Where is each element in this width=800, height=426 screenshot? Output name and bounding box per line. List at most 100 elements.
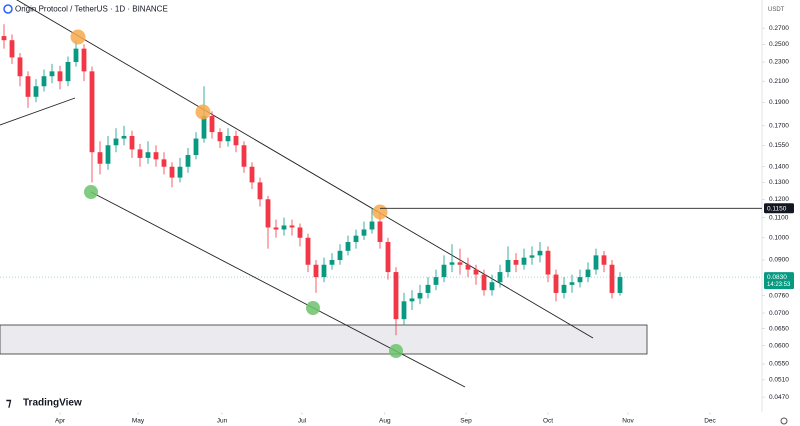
candle-body (289, 225, 295, 228)
resistance-touch (372, 204, 388, 220)
y-tick-label: 0.1700 (769, 122, 789, 129)
candle-body (129, 135, 135, 150)
settings-icon[interactable] (780, 417, 788, 425)
candle-body (257, 182, 263, 200)
upper-trend-line (16, 0, 594, 339)
x-tick-label: Jul (298, 418, 307, 425)
candle-body (609, 264, 615, 293)
candle-body (249, 166, 255, 183)
y-tick-label: 0.2300 (769, 59, 789, 66)
candle-body (553, 274, 559, 293)
candle-body (337, 250, 343, 261)
candle-body (489, 282, 495, 291)
candle-body (473, 269, 479, 275)
candle-body (161, 159, 167, 167)
candle-body (369, 221, 375, 230)
candle-body (233, 135, 239, 146)
candle-body (569, 282, 575, 285)
support-zone (0, 324, 648, 355)
candle-body (73, 48, 79, 62)
candle-body (529, 255, 535, 258)
early-trend-line (0, 97, 76, 126)
x-tick-label: Dec (704, 418, 716, 425)
candle-body (329, 260, 335, 265)
resistance-touch (195, 104, 211, 120)
candle-body (97, 152, 103, 164)
candle-body (433, 277, 439, 285)
x-tick-label: Apr (55, 418, 66, 425)
candle-body (361, 229, 367, 236)
candle-body (321, 264, 327, 278)
candle-body (505, 260, 511, 273)
candle-body (169, 166, 175, 178)
candle-body (385, 242, 391, 273)
candle-body (177, 166, 183, 178)
candle-body (297, 227, 303, 238)
candles (1, 24, 623, 336)
x-tick-label: Aug (379, 418, 391, 425)
y-tick-label: 0.0550 (769, 361, 789, 368)
candle-body (313, 264, 319, 278)
y-tick-label: 0.1300 (769, 179, 789, 186)
candle-body (1, 36, 7, 41)
x-tick-label: Nov (622, 418, 634, 425)
y-tick-label: 0.0600 (769, 342, 789, 349)
currency-label[interactable]: USDT (768, 7, 785, 13)
candle-body (353, 235, 359, 243)
y-tick-label: 0.0700 (769, 310, 789, 317)
y-tick-label: 0.1400 (769, 163, 789, 170)
candle-body (113, 138, 119, 146)
y-tick-label: 0.1200 (769, 196, 789, 203)
candle-body (65, 61, 71, 82)
support-touch (389, 344, 403, 358)
candle-body (265, 199, 271, 228)
x-tick-label: Sep (460, 418, 472, 425)
candle-body (561, 284, 567, 293)
y-tick-label: 0.0760 (769, 292, 789, 299)
candle-body (273, 227, 279, 230)
candle-body (457, 262, 463, 265)
y-tick-label: 0.0470 (769, 394, 789, 401)
y-tick-label: 0.1100 (769, 214, 789, 221)
candle-body (81, 48, 87, 72)
level-label-box (764, 203, 794, 214)
y-tick-label: 0.2100 (769, 78, 789, 85)
candle-body (465, 264, 471, 270)
candle-body (41, 76, 47, 87)
candle-body (145, 152, 151, 158)
brand-name: TradingView (23, 398, 82, 409)
last-price-box (764, 272, 794, 290)
y-tick-label: 0.0510 (769, 377, 789, 384)
symbol-icon (3, 4, 13, 14)
candle-body (593, 255, 599, 270)
candle-body (497, 272, 503, 283)
candle-body (305, 237, 311, 265)
candle-body (441, 264, 447, 278)
candle-body (513, 260, 519, 265)
lower-trend-line (90, 191, 466, 388)
touch-points (70, 29, 403, 358)
candle-body (225, 135, 231, 142)
candle-body (393, 272, 399, 320)
y-tick-label: 0.2500 (769, 41, 789, 48)
last-price-label: 0.0830 (767, 274, 787, 281)
candle-body (49, 71, 55, 77)
candle-body (521, 257, 527, 265)
candle-body (137, 149, 143, 158)
candle-body (25, 76, 31, 97)
candle-body (481, 274, 487, 291)
candle-body (417, 292, 423, 299)
countdown-label: 14:23:53 (767, 282, 791, 288)
candle-body (345, 242, 351, 251)
candle-body (617, 277, 623, 293)
candle-body (425, 284, 431, 293)
candle-body (209, 116, 215, 133)
level-label: 0.1150 (767, 205, 787, 212)
x-tick-label: Oct (543, 418, 553, 425)
x-tick-label: Jun (217, 418, 228, 425)
candle-body (33, 86, 39, 97)
candle-body (585, 269, 591, 278)
candle-body (537, 250, 543, 256)
